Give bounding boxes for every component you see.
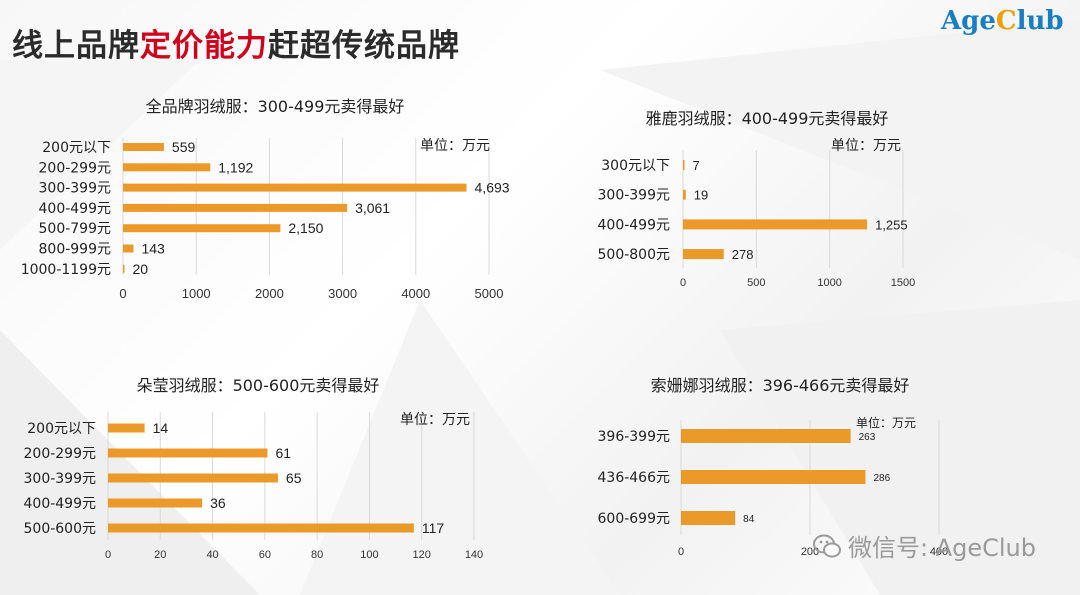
wechat-watermark: 微信号: AgeClub bbox=[812, 528, 1036, 563]
x-tick-label: 0 bbox=[678, 546, 684, 558]
title-part-1: 线上品牌 bbox=[12, 28, 140, 64]
chart-title: 朵莹羽绒服：500-600元卖得最好 bbox=[137, 376, 380, 395]
ageclub-logo: AgeClub bbox=[941, 6, 1064, 36]
bar bbox=[123, 264, 125, 273]
data-label: 2,150 bbox=[288, 220, 323, 236]
x-tick-label: 400 bbox=[930, 546, 948, 558]
bar bbox=[683, 249, 724, 260]
chart-title: 全品牌羽绒服：300-499元卖得最好 bbox=[146, 97, 405, 116]
chart-title: 索姗娜羽绒服：396-466元卖得最好 bbox=[651, 376, 910, 395]
category-label: 436-466元 bbox=[598, 470, 671, 486]
data-label: 14 bbox=[153, 420, 169, 436]
bar bbox=[108, 523, 414, 533]
title-highlight: 定价能力 bbox=[140, 28, 268, 64]
bar bbox=[681, 511, 736, 525]
unit-label: 单位：万元 bbox=[856, 415, 916, 430]
x-tick-label: 500 bbox=[747, 277, 765, 289]
data-label: 143 bbox=[141, 241, 165, 257]
x-tick-label: 2000 bbox=[255, 286, 284, 301]
category-label: 200元以下 bbox=[42, 140, 111, 156]
bar bbox=[123, 163, 211, 172]
x-tick-label: 0 bbox=[680, 277, 686, 289]
category-label: 1000-1199元 bbox=[21, 262, 111, 278]
unit-label: 单位：万元 bbox=[420, 138, 490, 154]
x-tick-label: 40 bbox=[206, 549, 218, 561]
bar bbox=[123, 183, 467, 192]
data-label: 7 bbox=[693, 158, 700, 173]
bar bbox=[108, 448, 268, 458]
bar bbox=[681, 470, 866, 484]
category-label: 800-999元 bbox=[39, 242, 112, 258]
x-tick-label: 1000 bbox=[182, 286, 211, 301]
x-tick-label: 60 bbox=[259, 549, 271, 561]
category-label: 200-299元 bbox=[24, 446, 97, 462]
x-tick-label: 200 bbox=[801, 546, 819, 558]
category-label: 200元以下 bbox=[27, 421, 96, 437]
category-label: 400-499元 bbox=[39, 201, 112, 217]
bar bbox=[683, 160, 685, 170]
bar bbox=[108, 423, 145, 433]
bar bbox=[683, 219, 868, 230]
chart-title: 雅鹿羽绒服：400-499元卖得最好 bbox=[646, 109, 889, 128]
category-label: 500-800元 bbox=[598, 247, 671, 263]
x-tick-label: 0 bbox=[105, 549, 111, 561]
category-label: 300-399元 bbox=[598, 188, 671, 204]
x-tick-label: 1500 bbox=[891, 277, 915, 289]
x-tick-label: 100 bbox=[360, 549, 378, 561]
category-label: 500-600元 bbox=[24, 521, 97, 537]
category-label: 600-699元 bbox=[598, 511, 671, 527]
page-title: 线上品牌定价能力赶超传统品牌 bbox=[12, 20, 460, 65]
x-tick-label: 3000 bbox=[328, 286, 357, 301]
category-label: 500-799元 bbox=[39, 221, 112, 237]
x-tick-label: 80 bbox=[311, 549, 323, 561]
x-tick-label: 1000 bbox=[817, 277, 841, 289]
wechat-icon bbox=[813, 534, 841, 557]
data-label: 19 bbox=[694, 188, 708, 203]
unit-label: 单位：万元 bbox=[831, 138, 901, 154]
data-label: 61 bbox=[275, 445, 291, 461]
data-label: 286 bbox=[873, 473, 890, 484]
x-tick-label: 5000 bbox=[475, 286, 504, 301]
data-label: 117 bbox=[422, 520, 445, 536]
data-label: 4,693 bbox=[475, 180, 510, 196]
data-label: 1,192 bbox=[218, 159, 253, 175]
category-label: 400-499元 bbox=[598, 217, 671, 233]
category-label: 396-399元 bbox=[598, 429, 671, 445]
x-tick-label: 140 bbox=[465, 549, 483, 561]
data-label: 65 bbox=[286, 470, 302, 486]
bar bbox=[123, 143, 164, 151]
bar bbox=[681, 429, 851, 443]
bar bbox=[108, 498, 203, 508]
bar bbox=[683, 189, 686, 200]
x-tick-label: 120 bbox=[413, 549, 431, 561]
category-label: 300-399元 bbox=[39, 181, 112, 197]
data-label: 20 bbox=[133, 261, 149, 277]
data-label: 36 bbox=[210, 495, 226, 511]
category-label: 200-299元 bbox=[39, 160, 112, 176]
category-label: 400-499元 bbox=[24, 496, 97, 512]
x-tick-label: 4000 bbox=[401, 286, 430, 301]
data-label: 84 bbox=[743, 514, 755, 525]
data-label: 263 bbox=[859, 432, 876, 443]
watermark-text: 微信号: AgeClub bbox=[848, 534, 1037, 562]
data-label: 3,061 bbox=[355, 200, 390, 216]
category-label: 300-399元 bbox=[24, 471, 97, 487]
category-label: 300元以下 bbox=[601, 158, 670, 174]
x-tick-label: 20 bbox=[154, 549, 166, 561]
bar bbox=[123, 224, 281, 233]
data-label: 278 bbox=[732, 247, 754, 262]
data-label: 559 bbox=[172, 139, 196, 155]
data-label: 1,255 bbox=[875, 217, 908, 232]
unit-label: 单位：万元 bbox=[400, 412, 470, 428]
bar bbox=[123, 203, 348, 212]
title-part-2: 赶超传统品牌 bbox=[268, 28, 460, 64]
x-tick-label: 0 bbox=[119, 286, 126, 301]
bar bbox=[108, 473, 278, 483]
bar bbox=[123, 244, 134, 253]
